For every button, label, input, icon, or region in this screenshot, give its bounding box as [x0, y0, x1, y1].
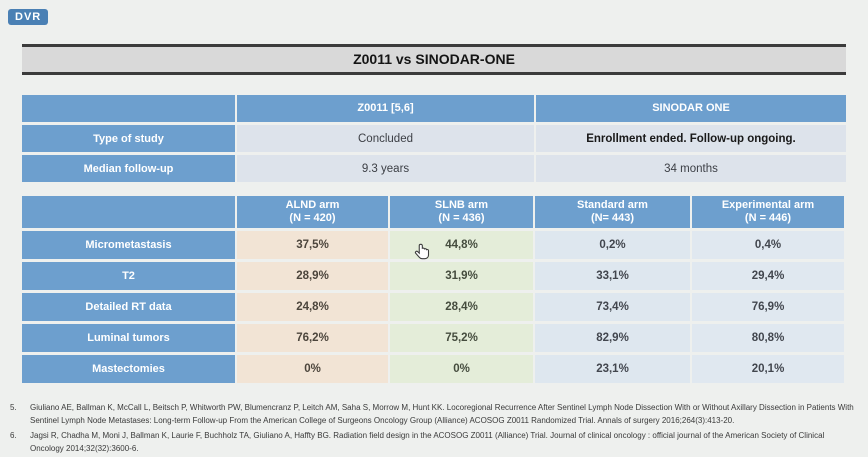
row-label-type-of-study: Type of study	[22, 125, 235, 152]
column-header-n: (N= 443)	[590, 212, 635, 224]
column-header-n: (N = 420)	[289, 212, 336, 224]
cell-rt-standard: 73,4%	[535, 293, 690, 321]
arms-table: ALND arm (N = 420) SLNB arm (N = 436) St…	[22, 196, 846, 383]
cell-mastectomies-standard: 23,1%	[535, 355, 690, 383]
cell-rt-alnd: 24,8%	[237, 293, 388, 321]
column-header-title: SLNB arm	[434, 199, 489, 211]
cell-luminal-slnb: 75,2%	[390, 324, 533, 352]
cell-t2-slnb: 31,9%	[390, 262, 533, 290]
references: 5. Giuliano AE, Ballman K, McCall L, Bei…	[0, 401, 868, 457]
row-label-detailed-rt-data: Detailed RT data	[22, 293, 235, 321]
cell-micrometastasis-standard: 0,2%	[535, 231, 690, 259]
arms-corner-cell	[22, 196, 235, 228]
column-header-slnb-arm: SLNB arm (N = 436)	[390, 196, 533, 228]
row-label-t2: T2	[22, 262, 235, 290]
column-header-standard-arm: Standard arm (N= 443)	[535, 196, 690, 228]
cell-t2-standard: 33,1%	[535, 262, 690, 290]
column-header-z0011: Z0011 [5,6]	[237, 95, 534, 122]
cell-rt-experimental: 76,9%	[692, 293, 844, 321]
reference-6: 6. Jagsi R, Chadha M, Moni J, Ballman K,…	[0, 429, 868, 455]
reference-text: Jagsi R, Chadha M, Moni J, Ballman K, La…	[30, 431, 825, 453]
cell-type-of-study-z0011: Concluded	[237, 125, 534, 152]
column-header-sinodar: SINODAR ONE	[536, 95, 846, 122]
row-label-micrometastasis: Micrometastasis	[22, 231, 235, 259]
cell-mastectomies-slnb: 0%	[390, 355, 533, 383]
cell-micrometastasis-alnd: 37,5%	[237, 231, 388, 259]
cell-median-follow-up-z0011: 9.3 years	[237, 155, 534, 182]
cell-rt-slnb: 28,4%	[390, 293, 533, 321]
cell-type-of-study-sinodar: Enrollment ended. Follow-up ongoing.	[536, 125, 846, 152]
column-header-n: (N = 436)	[438, 212, 485, 224]
cell-luminal-standard: 82,9%	[535, 324, 690, 352]
column-header-title: Standard arm	[577, 199, 648, 211]
cell-micrometastasis-experimental: 0,4%	[692, 231, 844, 259]
column-header-n: (N = 446)	[744, 212, 792, 224]
mouse-cursor-icon	[412, 241, 432, 263]
column-header-title: ALND arm	[285, 199, 340, 211]
comparison-table: Z0011 [5,6] SINODAR ONE Type of study Co…	[22, 95, 846, 182]
comparison-corner-cell	[22, 95, 235, 122]
reference-text: Giuliano AE, Ballman K, McCall L, Beitsc…	[30, 403, 854, 425]
cell-luminal-experimental: 80,8%	[692, 324, 844, 352]
row-label-luminal-tumors: Luminal tumors	[22, 324, 235, 352]
cell-mastectomies-experimental: 20,1%	[692, 355, 844, 383]
reference-5: 5. Giuliano AE, Ballman K, McCall L, Bei…	[0, 401, 868, 427]
slide-title: Z0011 vs SINODAR-ONE	[22, 44, 846, 75]
row-label-median-follow-up: Median follow-up	[22, 155, 235, 182]
cell-t2-experimental: 29,4%	[692, 262, 844, 290]
reference-number: 6.	[10, 431, 17, 440]
reference-number: 5.	[10, 403, 17, 412]
cell-mastectomies-alnd: 0%	[237, 355, 388, 383]
cell-t2-alnd: 28,9%	[237, 262, 388, 290]
column-header-alnd-arm: ALND arm (N = 420)	[237, 196, 388, 228]
column-header-experimental-arm: Experimental arm (N = 446)	[692, 196, 844, 228]
cell-micrometastasis-slnb: 44,8%	[390, 231, 533, 259]
row-label-mastectomies: Mastectomies	[22, 355, 235, 383]
column-header-title: Experimental arm	[721, 199, 815, 211]
cell-median-follow-up-sinodar: 34 months	[536, 155, 846, 182]
dvr-badge: DVR	[8, 9, 49, 25]
cell-luminal-alnd: 76,2%	[237, 324, 388, 352]
